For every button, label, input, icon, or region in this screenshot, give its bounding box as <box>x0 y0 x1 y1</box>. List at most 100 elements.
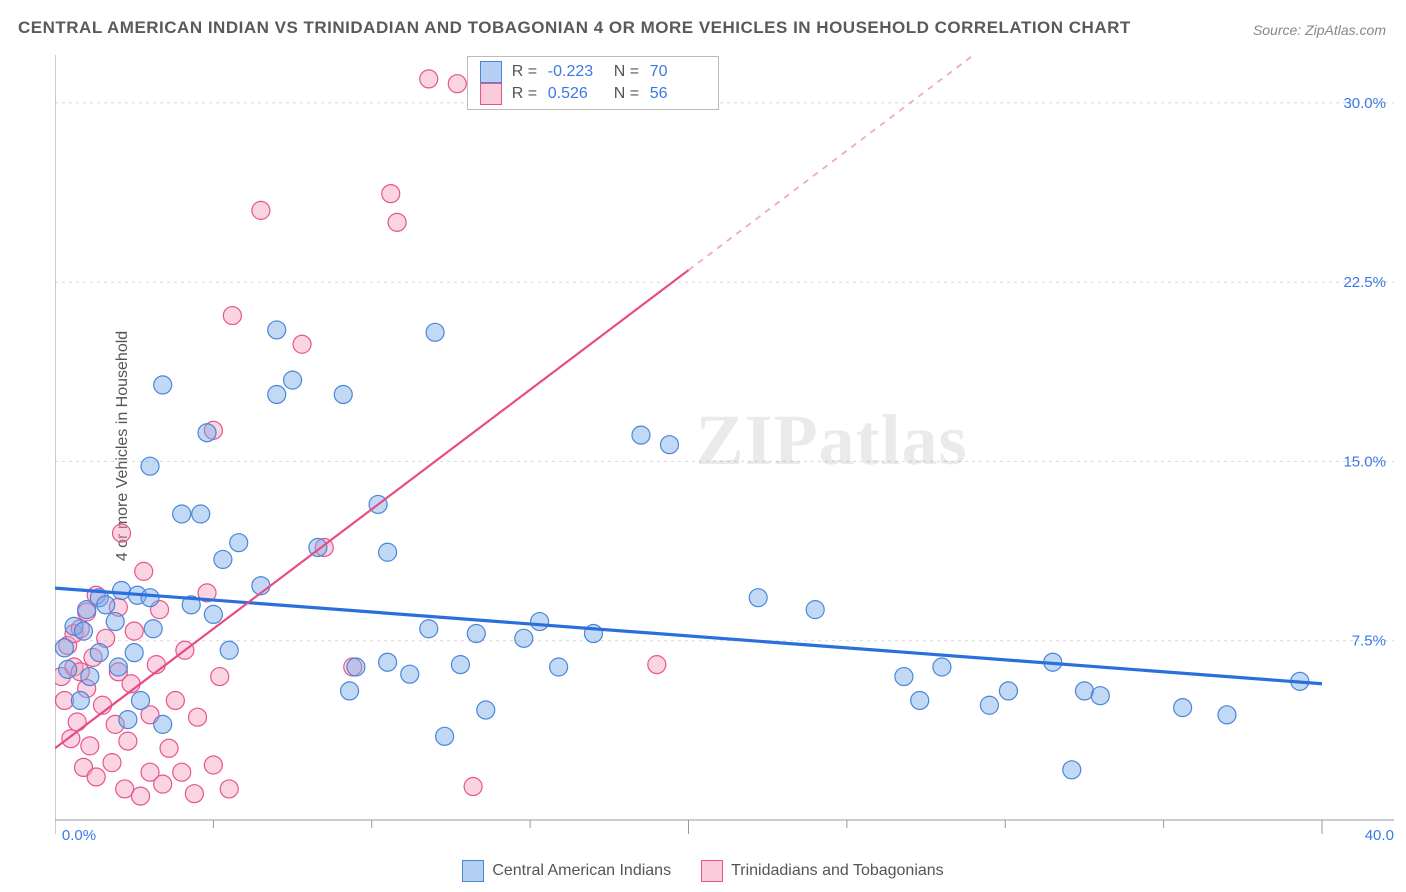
r-label: R = <box>512 85 538 103</box>
data-point-pink <box>125 622 143 640</box>
stats-row: R = 0.526 N = 56 <box>480 83 706 105</box>
data-point-blue <box>426 323 444 341</box>
y-tick-label: 22.5% <box>1343 274 1386 291</box>
data-point-blue <box>56 639 74 657</box>
r-label: R = <box>512 63 538 81</box>
data-point-blue <box>144 620 162 638</box>
correlation-stats-box: R = -0.223 N = 70 R = 0.526 N = 56 <box>467 56 719 110</box>
legend-label: Trinidadians and Tobagonians <box>731 862 944 880</box>
data-point-blue <box>97 596 115 614</box>
data-point-blue <box>550 658 568 676</box>
data-point-pink <box>154 775 172 793</box>
n-value: 56 <box>650 85 706 103</box>
data-point-blue <box>90 644 108 662</box>
watermark: ZIPatlas <box>696 400 968 480</box>
data-point-blue <box>230 534 248 552</box>
data-point-pink <box>173 763 191 781</box>
data-point-blue <box>341 682 359 700</box>
data-point-blue <box>806 601 824 619</box>
data-point-blue <box>81 668 99 686</box>
data-point-pink <box>103 754 121 772</box>
scatter-plot: 7.5%15.0%22.5%30.0%0.0%40.0%ZIPatlas <box>55 55 1394 842</box>
legend-label: Central American Indians <box>492 862 671 880</box>
data-point-blue <box>1075 682 1093 700</box>
data-point-pink <box>388 213 406 231</box>
data-point-blue <box>119 711 137 729</box>
regression-line-pink-dash <box>689 55 1006 270</box>
n-value: 70 <box>650 63 706 81</box>
data-point-blue <box>192 505 210 523</box>
legend-swatch <box>462 860 484 882</box>
data-point-pink <box>87 768 105 786</box>
data-point-blue <box>379 543 397 561</box>
data-point-blue <box>749 589 767 607</box>
legend-item: Central American Indians <box>462 860 671 882</box>
data-point-blue <box>420 620 438 638</box>
data-point-pink <box>648 656 666 674</box>
data-point-pink <box>220 780 238 798</box>
data-point-pink <box>68 713 86 731</box>
y-tick-label: 7.5% <box>1352 633 1386 650</box>
chart-title: CENTRAL AMERICAN INDIAN VS TRINIDADIAN A… <box>18 18 1131 38</box>
data-point-pink <box>382 185 400 203</box>
data-point-blue <box>334 385 352 403</box>
data-point-blue <box>59 660 77 678</box>
data-point-blue <box>109 658 127 676</box>
x-tick-label: 0.0% <box>62 827 96 842</box>
x-tick-label: 40.0% <box>1365 827 1394 842</box>
data-point-blue <box>1218 706 1236 724</box>
y-tick-label: 30.0% <box>1343 95 1386 112</box>
data-point-pink <box>223 307 241 325</box>
n-label: N = <box>614 63 640 81</box>
data-point-blue <box>173 505 191 523</box>
data-point-blue <box>895 668 913 686</box>
data-point-blue <box>141 589 159 607</box>
r-value: 0.526 <box>548 85 604 103</box>
r-value: -0.223 <box>548 63 604 81</box>
data-point-blue <box>467 625 485 643</box>
data-point-pink <box>81 737 99 755</box>
data-point-blue <box>515 629 533 647</box>
data-point-blue <box>531 613 549 631</box>
data-point-blue <box>198 424 216 442</box>
source-attribution: Source: ZipAtlas.com <box>1253 22 1386 38</box>
data-point-blue <box>451 656 469 674</box>
data-point-blue <box>154 376 172 394</box>
data-point-blue <box>125 644 143 662</box>
bottom-legend: Central American Indians Trinidadians and… <box>0 860 1406 882</box>
regression-line-blue <box>55 588 1322 684</box>
data-point-pink <box>113 524 131 542</box>
stats-row: R = -0.223 N = 70 <box>480 61 706 83</box>
data-point-pink <box>420 70 438 88</box>
n-label: N = <box>614 85 640 103</box>
data-point-blue <box>71 691 89 709</box>
data-point-blue <box>154 715 172 733</box>
data-point-pink <box>448 75 466 93</box>
data-point-pink <box>160 739 178 757</box>
data-point-blue <box>477 701 495 719</box>
data-point-pink <box>135 562 153 580</box>
data-point-blue <box>980 696 998 714</box>
data-point-blue <box>401 665 419 683</box>
data-point-blue <box>204 605 222 623</box>
data-point-blue <box>220 641 238 659</box>
data-point-blue <box>379 653 397 671</box>
legend-swatch <box>480 61 502 83</box>
data-point-blue <box>214 550 232 568</box>
data-point-pink <box>185 785 203 803</box>
data-point-blue <box>75 622 93 640</box>
data-point-blue <box>933 658 951 676</box>
data-point-blue <box>1174 699 1192 717</box>
regression-line-pink <box>55 270 689 748</box>
data-point-pink <box>211 668 229 686</box>
data-point-pink <box>189 708 207 726</box>
data-point-blue <box>106 613 124 631</box>
data-point-blue <box>911 691 929 709</box>
data-point-blue <box>436 727 454 745</box>
data-point-blue <box>660 436 678 454</box>
data-point-pink <box>252 201 270 219</box>
data-point-blue <box>999 682 1017 700</box>
data-point-blue <box>268 385 286 403</box>
data-point-blue <box>268 321 286 339</box>
data-point-blue <box>284 371 302 389</box>
